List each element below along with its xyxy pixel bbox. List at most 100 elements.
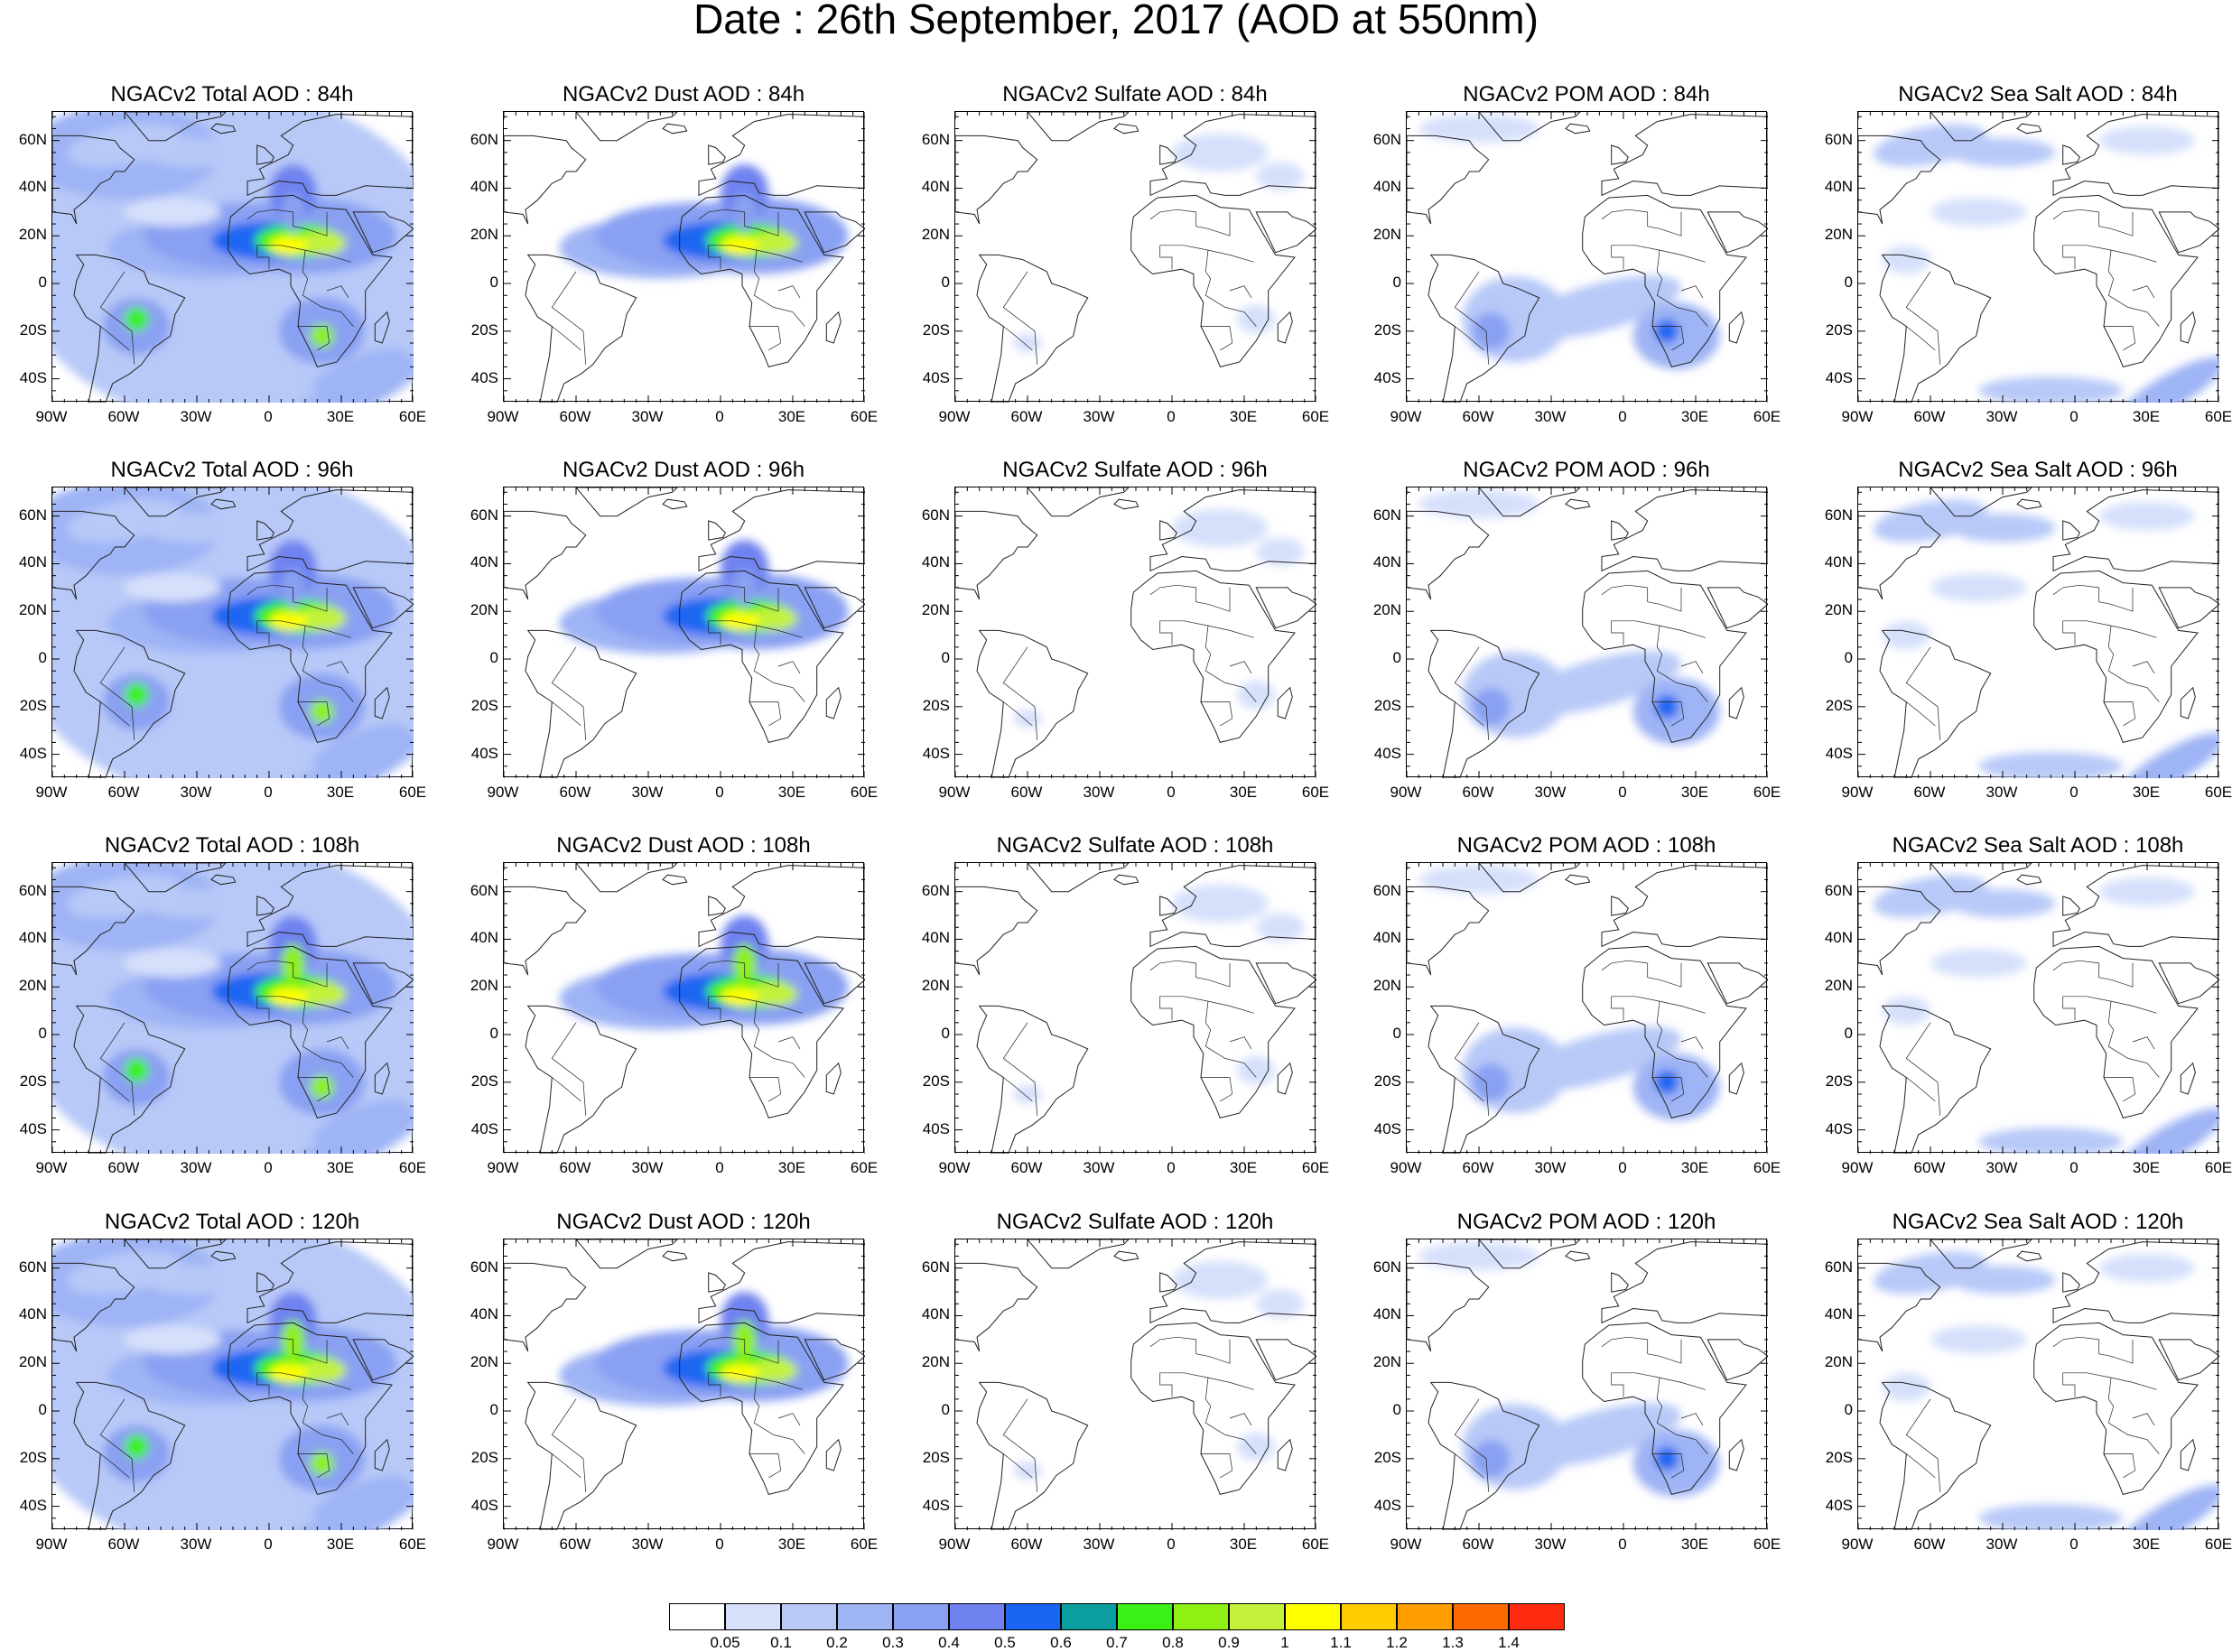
aod-contour (2118, 732, 2219, 778)
coastline (955, 1262, 1038, 1352)
country-border (1195, 962, 1231, 988)
coastline (52, 886, 135, 976)
map-plot-area (954, 1239, 1316, 1530)
aod-contour (1256, 913, 1305, 942)
colorbar-label: 0.9 (1218, 1634, 1240, 1651)
country-border (749, 326, 782, 351)
aod-contour (144, 1266, 250, 1295)
coastline (708, 1272, 726, 1293)
coastline (1707, 211, 1768, 254)
panel-title: NGACv2 POM AOD : 96h (1463, 458, 1710, 482)
country-border (551, 1398, 587, 1492)
lon-tick-label: 30W (631, 784, 664, 801)
country-border (326, 1036, 349, 1050)
colorbar-label: 0.1 (770, 1634, 792, 1651)
aod-contour (1978, 1127, 2124, 1154)
lon-tick-label: 90W (487, 1536, 519, 1553)
lon-tick-label: 60E (1753, 1159, 1781, 1176)
country-border (1611, 620, 1706, 638)
coastline (352, 587, 414, 629)
coastline (2158, 587, 2219, 629)
coastline (1879, 1381, 1992, 1530)
aod-map (52, 1239, 414, 1530)
lon-tick-label: 0 (2069, 408, 2079, 425)
country-border (1680, 285, 1704, 299)
lat-tick-label: 20N (18, 226, 47, 244)
lon-tick-label: 60W (107, 1159, 140, 1176)
lat-tick-label: 0 (489, 1401, 498, 1419)
lat-tick-label: 20N (18, 601, 47, 619)
country-border (298, 326, 330, 351)
country-border (1601, 209, 1648, 220)
country-border (246, 960, 293, 971)
country-border (777, 661, 801, 674)
country-border (1906, 1077, 1936, 1102)
lat-tick-label: 0 (489, 274, 498, 292)
aod-contour (298, 1358, 347, 1383)
country-border (302, 1001, 354, 1078)
country-border (1002, 1022, 1038, 1116)
coastline (1113, 874, 1139, 886)
aod-contour (1256, 162, 1305, 191)
aod-contour (310, 1451, 334, 1476)
lat-tick-label: 40N (921, 1305, 950, 1323)
country-border (2107, 250, 2160, 327)
lon-tick-label: 30E (326, 1536, 355, 1553)
country-border (698, 584, 745, 596)
map-plot-area (1857, 862, 2219, 1154)
lon-tick-label: 90W (1841, 1536, 1874, 1553)
panel-title: NGACv2 Sulfate AOD : 96h (1002, 458, 1268, 482)
panel-title: NGACv2 Sea Salt AOD : 84h (1898, 82, 2178, 107)
lat-tick-label: 40S (922, 368, 950, 386)
aod-contour (2118, 1484, 2219, 1530)
aod-contour (1013, 1461, 1042, 1480)
coastline (1582, 194, 1747, 367)
coastline (1113, 498, 1139, 510)
lon-tick-label: 0 (1618, 1536, 1627, 1553)
panel-title: NGACv2 Total AOD : 84h (110, 82, 354, 107)
lat-tick-label: 60N (1372, 881, 1401, 899)
lon-tick-label: 60E (1301, 1159, 1330, 1176)
lat-tick-label: 40S (19, 1496, 47, 1514)
aod-contour (1172, 884, 1269, 923)
country-border (551, 271, 587, 365)
aod-contour (172, 751, 318, 778)
aod-contour (1949, 514, 2056, 543)
lat-tick-label: 60N (1372, 130, 1401, 148)
coastline (1027, 1239, 1130, 1269)
country-border (100, 326, 130, 351)
map-plot-area (1857, 487, 2219, 778)
country-border (1906, 701, 1936, 727)
coastline (1159, 520, 1177, 541)
aod-contour (1013, 709, 1042, 729)
lat-tick-label: 40N (1372, 178, 1401, 196)
country-border (326, 1413, 349, 1426)
lat-tick-label: 60N (1824, 1258, 1853, 1276)
country-border (2132, 1413, 2155, 1426)
aod-contour (310, 1074, 334, 1100)
aod-contour (721, 1363, 759, 1383)
country-border (2098, 211, 2134, 237)
lon-tick-label: 60E (1753, 1536, 1781, 1553)
coastline (2062, 896, 2080, 916)
lat-tick-label: 20N (18, 1353, 47, 1371)
map-plot-area (954, 862, 1316, 1154)
coastline (73, 254, 186, 403)
coastline (1611, 896, 1629, 916)
aod-contour (1517, 1403, 1681, 1467)
coastline (246, 1241, 414, 1324)
aod-contour (125, 1058, 149, 1082)
coastline (246, 865, 414, 948)
lat-tick-label: 0 (1844, 274, 1853, 292)
lat-tick-label: 40N (470, 553, 498, 571)
coastline (955, 886, 1038, 976)
lat-tick-label: 0 (489, 649, 498, 667)
panel-title: NGACv2 POM AOD : 108h (1456, 833, 1716, 858)
country-border (1204, 250, 1257, 327)
coastline (1149, 114, 1316, 197)
coastline (124, 863, 227, 893)
coastline (124, 112, 227, 142)
coastline (504, 886, 587, 976)
country-border (1656, 1378, 1708, 1454)
map-panel: NGACv2 Dust AOD : 84h 60N 40N 20N 0 20S 40S 90W… (451, 81, 878, 451)
